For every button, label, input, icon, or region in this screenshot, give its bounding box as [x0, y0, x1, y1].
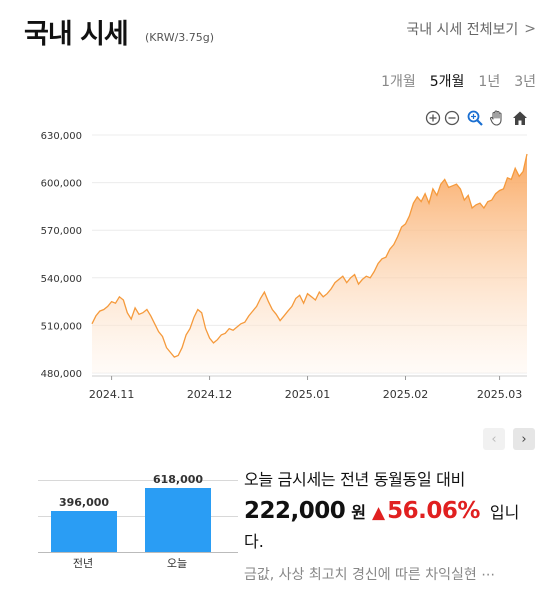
x-tick-label: 2024.12 [187, 388, 233, 401]
unit-label: (KRW/3.75g) [145, 31, 215, 44]
x-axis-labels: 2024.11 2024.12 2025.01 2025.02 2025.03 [89, 376, 522, 401]
bar-today [145, 488, 211, 552]
up-arrow-icon: ▲ [372, 503, 386, 523]
tab-3-years[interactable]: 3년 [514, 74, 536, 90]
price-area-fill [92, 154, 527, 373]
chart-toolbar [422, 109, 532, 129]
y-tick-label: 630,000 [41, 131, 82, 142]
summary-end: 다. [244, 532, 264, 551]
page-title: 국내 시세 [24, 19, 129, 50]
summary-suffix: 입니 [489, 503, 520, 522]
x-tick-label: 2024.11 [89, 388, 135, 401]
view-all-link[interactable]: 국내 시세 전체보기 > [406, 19, 536, 39]
currency-unit: 원 [351, 503, 366, 522]
y-tick-label: 510,000 [41, 321, 82, 332]
view-all-label: 국내 시세 전체보기 [406, 22, 519, 38]
bar-baseline [38, 552, 238, 553]
y-axis-labels: 480,000 510,000 540,000 570,000 600,000 630,0… [41, 131, 82, 380]
summary-change: 222,000 원 ▲ 56.06% 입니 [244, 498, 534, 524]
x-tick-label: 2025.01 [285, 388, 331, 401]
chart-prev-button[interactable]: ‹ [483, 428, 505, 450]
price-summary: 오늘 금시세는 전년 동월동일 대비 222,000 원 ▲ 56.06% 입니… [244, 466, 534, 552]
bar-category-today: 오늘 [166, 557, 188, 570]
home-icon[interactable] [511, 109, 529, 127]
tab-5-months[interactable]: 5개월 [429, 74, 465, 90]
y-tick-label: 480,000 [41, 369, 82, 380]
chevron-right-icon: > [524, 21, 536, 37]
magnify-icon[interactable] [466, 109, 484, 127]
y-tick-label: 570,000 [41, 226, 82, 237]
bar-value-last-year: 396,000 [58, 496, 110, 510]
chevron-left-icon: ‹ [491, 431, 497, 447]
price-area-chart: 480,000 510,000 540,000 570,000 600,000 630,0… [41, 131, 528, 401]
chart-next-button[interactable]: › [513, 428, 535, 450]
period-tabs: 1개월 5개월 1년 3년 [381, 71, 536, 91]
comparison-bar-chart: 396,000 618,000 전년 오늘 [38, 473, 238, 570]
zoom-in-icon[interactable] [424, 109, 442, 127]
chevron-right-icon: › [521, 431, 527, 447]
zoom-out-icon[interactable] [443, 109, 461, 127]
pan-hand-icon[interactable] [488, 109, 506, 127]
bar-last-year [51, 511, 117, 552]
tab-1-year[interactable]: 1년 [478, 74, 501, 90]
y-tick-label: 540,000 [41, 274, 82, 285]
bar-category-last-year: 전년 [72, 557, 94, 570]
bar-gridline [38, 480, 238, 481]
bar-gridline [38, 516, 238, 517]
summary-intro: 오늘 금시세는 전년 동월동일 대비 [244, 470, 466, 489]
tab-1-month[interactable]: 1개월 [381, 74, 416, 90]
change-percent: 56.06% [387, 498, 480, 524]
change-amount: 222,000 [244, 498, 346, 524]
bar-value-today: 618,000 [152, 473, 204, 487]
x-tick-label: 2025.02 [383, 388, 429, 401]
news-headline-link[interactable]: 금값, 사상 최고치 경신에 따른 차익실현 ⋯ [244, 567, 496, 583]
x-tick-label: 2025.03 [477, 388, 523, 401]
y-tick-label: 600,000 [41, 179, 82, 190]
price-series-line [91, 153, 528, 358]
